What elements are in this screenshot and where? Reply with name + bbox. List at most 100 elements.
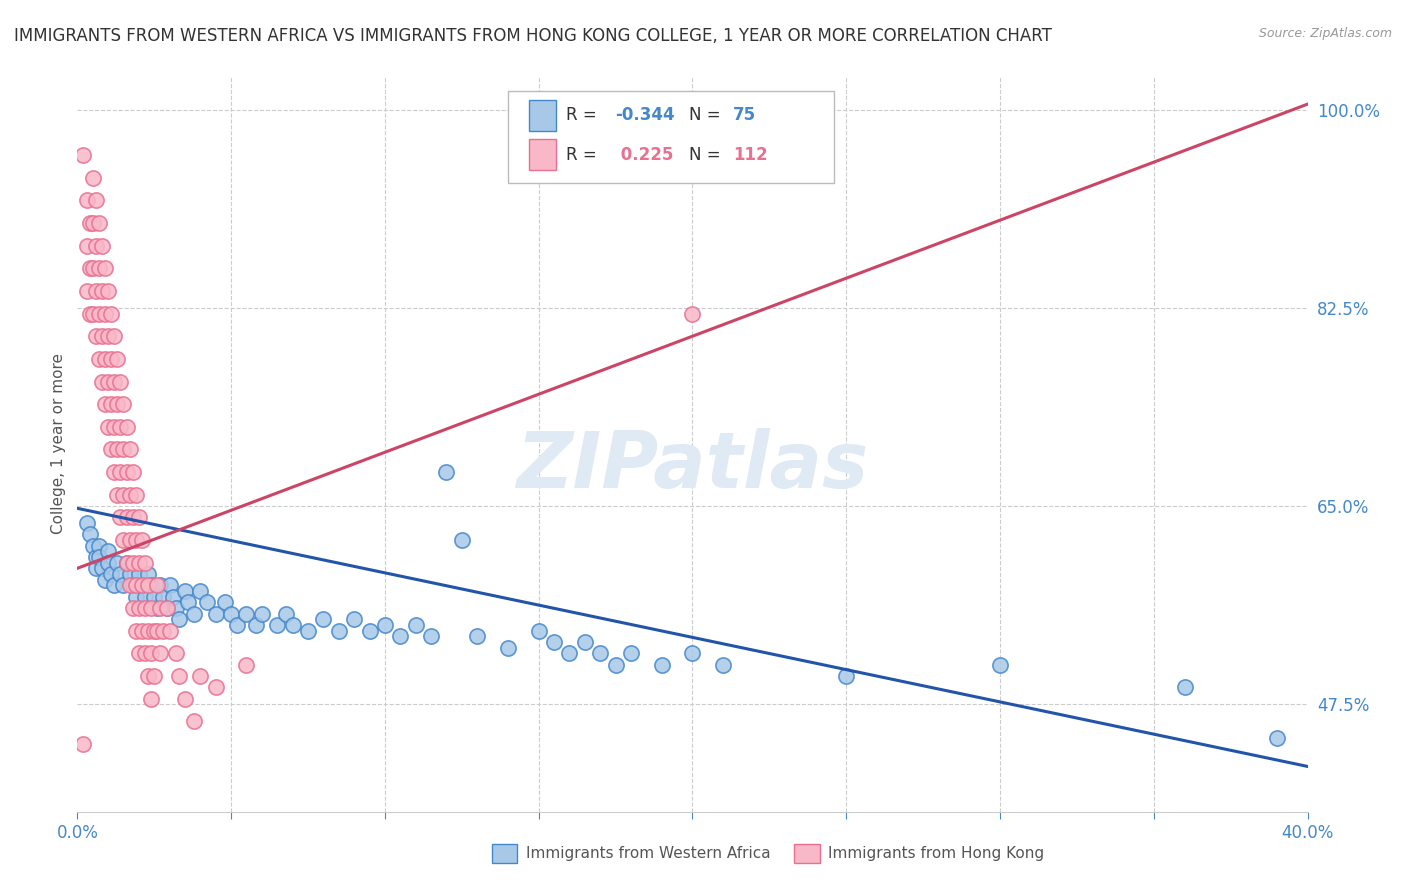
Point (82, 216, 104, 230)
Point (90, 375, 114, 389)
Text: Immigrants from Western Africa: Immigrants from Western Africa (526, 847, 770, 861)
Point (100, 566, 122, 581)
Point (76, 516, 98, 530)
Point (152, 590, 174, 604)
Point (94, 261, 117, 276)
Point (328, 624, 350, 638)
Point (97, 556, 120, 570)
Point (141, 646, 163, 660)
Point (167, 669, 190, 683)
Point (103, 329, 125, 343)
Point (131, 624, 153, 638)
Text: 112: 112 (733, 146, 768, 164)
Point (94, 573, 117, 587)
Point (134, 646, 156, 660)
Point (79, 307, 101, 321)
Point (121, 601, 143, 615)
Point (112, 533, 135, 547)
Point (131, 533, 153, 547)
Point (90, 561, 114, 575)
Point (651, 657, 673, 672)
Point (245, 618, 267, 632)
Text: 75: 75 (733, 106, 756, 124)
Point (450, 533, 472, 547)
Point (711, 657, 734, 672)
Point (143, 669, 166, 683)
Point (76, 238, 98, 252)
Point (110, 566, 132, 581)
Text: Source: ZipAtlas.com: Source: ZipAtlas.com (1258, 27, 1392, 40)
Point (149, 646, 172, 660)
Point (159, 624, 181, 638)
Point (90, 329, 114, 343)
Point (112, 578, 135, 592)
Point (128, 646, 150, 660)
Point (125, 578, 148, 592)
Point (79, 216, 101, 230)
Point (146, 624, 169, 638)
Point (141, 691, 163, 706)
Point (312, 612, 335, 626)
Point (146, 601, 169, 615)
Point (84, 194, 107, 208)
Point (389, 629, 412, 643)
Point (103, 375, 125, 389)
Point (276, 607, 298, 621)
Point (235, 607, 257, 621)
Point (155, 601, 177, 615)
Point (125, 590, 148, 604)
FancyBboxPatch shape (529, 139, 555, 170)
Point (131, 578, 153, 592)
Point (420, 629, 443, 643)
Point (143, 590, 166, 604)
Text: -0.344: -0.344 (614, 106, 675, 124)
Point (149, 578, 172, 592)
FancyBboxPatch shape (508, 90, 834, 183)
Point (204, 607, 226, 621)
Point (84, 238, 107, 252)
Point (110, 510, 132, 524)
Point (100, 351, 122, 366)
Point (110, 465, 132, 479)
Point (72, 148, 94, 162)
Point (214, 595, 236, 609)
Point (125, 624, 148, 638)
Point (76, 194, 98, 208)
Point (1174, 680, 1197, 694)
Point (121, 578, 143, 592)
Point (112, 442, 135, 457)
Point (682, 307, 704, 321)
Point (84, 561, 107, 575)
Point (128, 510, 150, 524)
Point (87, 216, 110, 230)
Point (183, 714, 205, 728)
Point (82, 539, 104, 553)
Point (118, 442, 141, 457)
Point (589, 646, 612, 660)
FancyBboxPatch shape (529, 100, 555, 130)
Point (105, 442, 128, 457)
Point (97, 419, 120, 434)
Point (105, 488, 128, 502)
Point (152, 624, 174, 638)
Point (97, 329, 120, 343)
Point (97, 284, 120, 298)
Point (82, 170, 104, 185)
Point (136, 566, 159, 581)
Point (131, 578, 153, 592)
Point (115, 556, 138, 570)
Point (543, 635, 565, 649)
Point (79, 261, 101, 276)
Point (343, 612, 366, 626)
Point (84, 284, 107, 298)
Point (72, 737, 94, 751)
Point (125, 533, 148, 547)
Point (110, 375, 132, 389)
Point (146, 578, 169, 592)
Point (118, 533, 141, 547)
Point (605, 657, 627, 672)
Point (121, 510, 143, 524)
Point (574, 635, 596, 649)
Point (527, 624, 550, 638)
Point (188, 669, 212, 683)
